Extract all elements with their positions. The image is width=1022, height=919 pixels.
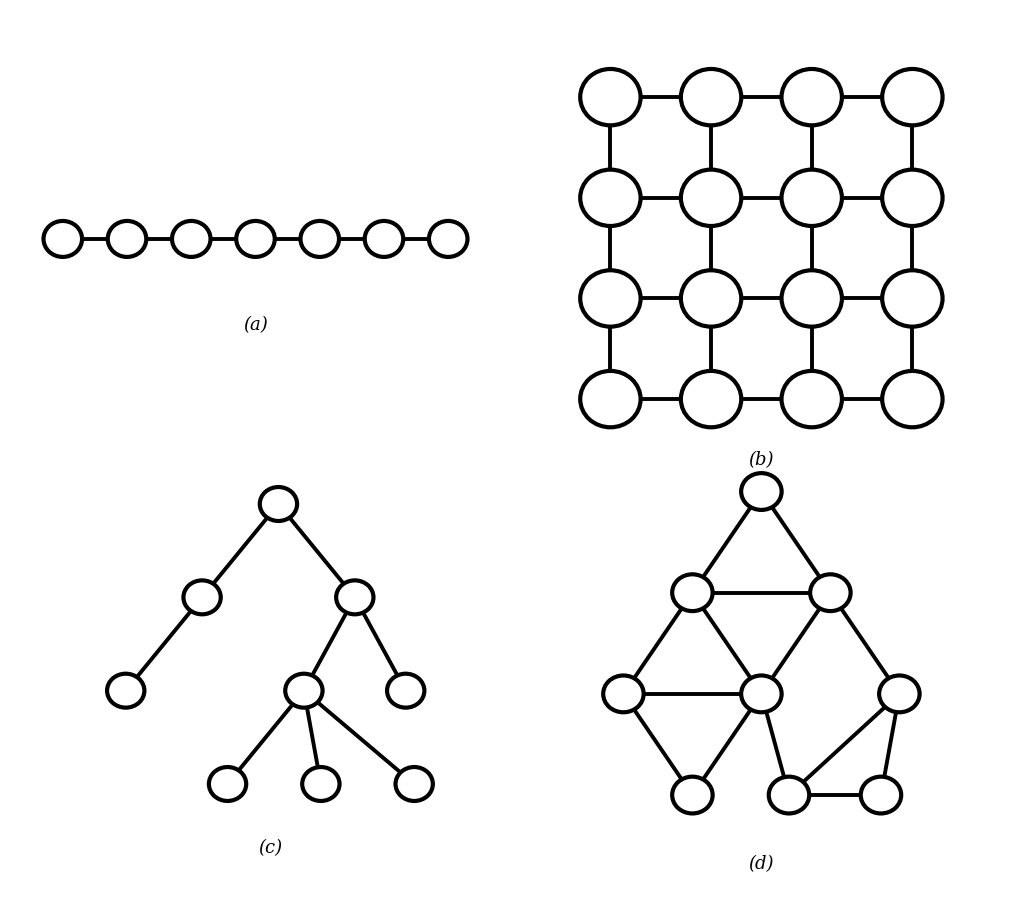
Ellipse shape: [681, 270, 741, 326]
Ellipse shape: [580, 270, 641, 326]
Ellipse shape: [580, 69, 641, 125]
Ellipse shape: [879, 675, 920, 712]
Ellipse shape: [782, 371, 842, 427]
Ellipse shape: [580, 170, 641, 226]
Ellipse shape: [882, 170, 942, 226]
Ellipse shape: [365, 221, 404, 257]
Ellipse shape: [44, 221, 82, 257]
Ellipse shape: [172, 221, 211, 257]
Ellipse shape: [741, 675, 782, 712]
Ellipse shape: [183, 581, 221, 614]
Ellipse shape: [782, 69, 842, 125]
Ellipse shape: [236, 221, 275, 257]
Text: (c): (c): [258, 839, 282, 857]
Ellipse shape: [782, 270, 842, 326]
Ellipse shape: [336, 581, 373, 614]
Ellipse shape: [672, 777, 712, 813]
Ellipse shape: [741, 473, 782, 510]
Ellipse shape: [107, 674, 144, 708]
Ellipse shape: [429, 221, 467, 257]
Ellipse shape: [396, 767, 433, 801]
Ellipse shape: [782, 170, 842, 226]
Ellipse shape: [208, 767, 246, 801]
Ellipse shape: [769, 777, 809, 813]
Ellipse shape: [285, 674, 323, 708]
Ellipse shape: [300, 221, 339, 257]
Text: (a): (a): [243, 316, 268, 334]
Ellipse shape: [681, 371, 741, 427]
Ellipse shape: [882, 371, 942, 427]
Text: (b): (b): [749, 451, 774, 470]
Ellipse shape: [303, 767, 339, 801]
Ellipse shape: [882, 270, 942, 326]
Ellipse shape: [260, 487, 297, 521]
Ellipse shape: [672, 574, 712, 611]
Ellipse shape: [387, 674, 424, 708]
Ellipse shape: [681, 170, 741, 226]
Ellipse shape: [882, 69, 942, 125]
Ellipse shape: [861, 777, 901, 813]
Ellipse shape: [681, 69, 741, 125]
Ellipse shape: [107, 221, 146, 257]
Ellipse shape: [580, 371, 641, 427]
Ellipse shape: [603, 675, 644, 712]
Ellipse shape: [810, 574, 850, 611]
Text: (d): (d): [749, 855, 774, 873]
